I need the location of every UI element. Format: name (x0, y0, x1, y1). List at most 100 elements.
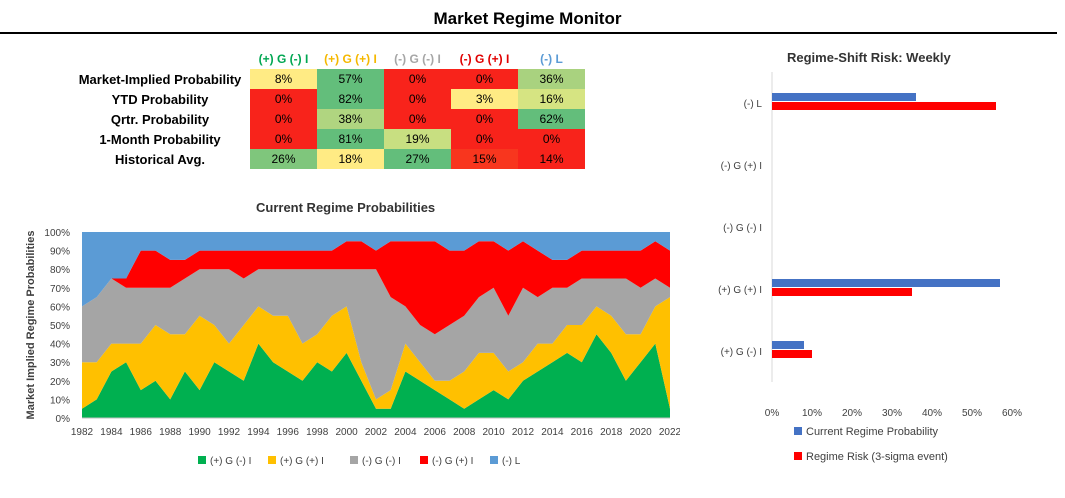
table-cell: 38% (317, 109, 384, 129)
regime-area-chart: 0% 10% 20% 30% 40% 50% 60% 70% 80% 90% 100% 1982 198… (25, 228, 680, 467)
y-tick-label: 80% (50, 265, 70, 276)
table-cell: 18% (317, 149, 384, 169)
row-label: Market-Implied Probability (78, 71, 242, 87)
x-tick-label: 20% (842, 408, 862, 419)
table-cell: 0% (518, 129, 585, 149)
area-series-2 (82, 269, 670, 400)
table-cell: 19% (384, 129, 451, 149)
y-tick-label: 100% (44, 228, 70, 239)
area-series-3 (82, 241, 670, 335)
y-tick-label: 10% (50, 395, 70, 406)
table-cell: 81% (317, 129, 384, 149)
table-cell: 26% (250, 149, 317, 169)
bar-0 (772, 341, 804, 349)
x-tick-label: 2016 (571, 427, 594, 438)
table-header-row: (+) G (-) I (+) G (+) I (-) G (-) I (-) … (70, 49, 585, 69)
x-tick-label: 1994 (247, 427, 270, 438)
table-cell: 0% (384, 89, 451, 109)
x-tick-label: 2002 (365, 427, 388, 438)
y-tick-label: 50% (50, 321, 70, 332)
legend-swatch (490, 456, 498, 464)
y-tick-label: 40% (50, 340, 70, 351)
x-tick-label: 1984 (100, 427, 123, 438)
table-cell: 0% (250, 109, 317, 129)
category-label: (+) G (-) I (721, 347, 762, 358)
legend-swatch (794, 427, 802, 435)
legend-swatch (268, 456, 276, 464)
x-tick-label: 1982 (71, 427, 94, 438)
legend-swatch (198, 456, 206, 464)
table-cell: 0% (250, 89, 317, 109)
x-tick-label: 1990 (188, 427, 211, 438)
legend-swatch (794, 452, 802, 460)
table-cell: 16% (518, 89, 585, 109)
x-tick-label: 2010 (482, 427, 505, 438)
category-label: (-) G (-) I (723, 223, 762, 234)
y-tick-label: 70% (50, 284, 70, 295)
col-header: (-) G (-) I (394, 52, 441, 66)
table-cell: 82% (317, 89, 384, 109)
category-label: (-) L (744, 99, 763, 110)
bar-0 (772, 279, 1000, 287)
category-label: (+) G (+) I (718, 285, 762, 296)
area-series-0 (82, 334, 670, 418)
table-corner (70, 49, 250, 69)
x-tick-label: 0% (765, 408, 780, 419)
row-label: Historical Avg. (114, 151, 206, 167)
table-row: Market-Implied Probability 8% 57% 0% 0% … (70, 69, 585, 89)
table-cell: 0% (250, 129, 317, 149)
area-chart-title: Current Regime Probabilities (256, 200, 436, 215)
bar-chart-title: Regime-Shift Risk: Weekly (787, 50, 951, 65)
table-cell: 15% (451, 149, 518, 169)
table-row: Historical Avg. 26% 18% 27% 15% 14% (70, 149, 585, 169)
x-tick-label: 2012 (512, 427, 535, 438)
col-header: (+) G (-) I (258, 52, 309, 66)
bar-1 (772, 102, 996, 110)
legend-label: (-) L (502, 456, 521, 467)
y-tick-label: 0% (56, 414, 71, 425)
table-cell: 0% (451, 129, 518, 149)
x-tick-label: 30% (882, 408, 902, 419)
x-tick-label: 2000 (335, 427, 358, 438)
legend-label: (-) G (+) I (432, 456, 473, 467)
legend-label: (+) G (+) I (280, 456, 324, 467)
table-row: Qrtr. Probability 0% 38% 0% 0% 62% (70, 109, 585, 129)
x-tick-label: 2020 (629, 427, 652, 438)
col-header: (-) G (+) I (459, 52, 510, 66)
legend-label: Regime Risk (3-sigma event) (806, 451, 948, 463)
table-cell: 27% (384, 149, 451, 169)
row-label: YTD Probability (111, 91, 209, 107)
table-cell: 62% (518, 109, 585, 129)
x-tick-label: 2006 (424, 427, 447, 438)
x-tick-label: 2004 (394, 427, 417, 438)
table-cell: 36% (518, 69, 585, 89)
table-cell: 3% (451, 89, 518, 109)
regime-shift-bar-chart: (-) L (-) G (+) I (-) G (-) I (+) G (+) I (+… (718, 72, 1022, 463)
table-cell: 0% (451, 109, 518, 129)
probability-table: (+) G (-) I (+) G (+) I (-) G (-) I (-) … (70, 49, 585, 169)
x-tick-label: 60% (1002, 408, 1022, 419)
x-tick-label: 2018 (600, 427, 623, 438)
title-rule (0, 32, 1057, 34)
table-cell: 8% (250, 69, 317, 89)
x-tick-label: 1986 (130, 427, 153, 438)
x-tick-label: 2014 (541, 427, 564, 438)
bar-0 (772, 93, 916, 101)
category-label: (-) G (+) I (721, 161, 762, 172)
x-tick-label: 1992 (218, 427, 241, 438)
legend-label: (+) G (-) I (210, 456, 251, 467)
col-header: (-) L (540, 52, 563, 66)
row-label: 1-Month Probability (99, 131, 221, 147)
bar-1 (772, 350, 812, 358)
x-tick-label: 2022 (659, 427, 680, 438)
table-row: 1-Month Probability 0% 81% 19% 0% 0% (70, 129, 585, 149)
y-tick-label: 60% (50, 302, 70, 313)
y-tick-label: 30% (50, 358, 70, 369)
legend-swatch (420, 456, 428, 464)
row-label: Qrtr. Probability (110, 111, 210, 127)
legend-label: Current Regime Probability (806, 426, 939, 438)
table-cell: 57% (317, 69, 384, 89)
table-cell: 0% (384, 69, 451, 89)
y-tick-label: 90% (50, 247, 70, 258)
x-tick-label: 10% (802, 408, 822, 419)
